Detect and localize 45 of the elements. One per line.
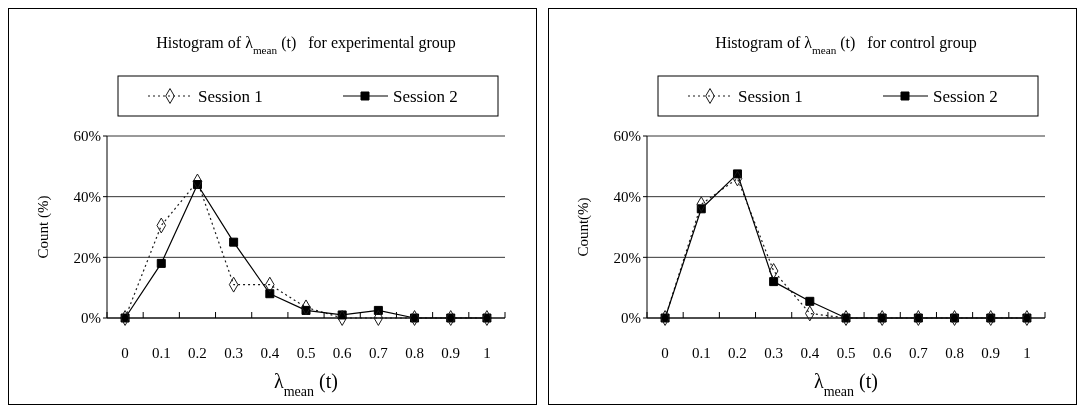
- x-tick-label: 0.2: [728, 345, 747, 361]
- x-tick-label: 0.9: [981, 345, 1001, 361]
- chart-title: Histogram of λ$_{mean}$(t) for control group: [715, 34, 977, 56]
- point: [265, 289, 275, 299]
- x-tick-label: 0.7: [368, 345, 389, 361]
- x-tick-label: 0.8: [405, 345, 424, 361]
- x-tick-label: 0.2: [188, 345, 207, 361]
- x-tick-label: 0: [661, 345, 669, 361]
- legend-label: Session 2: [393, 86, 458, 106]
- x-tick-label: 0.6: [332, 345, 353, 361]
- y-tick-label: 0%: [81, 310, 101, 327]
- x-tick-label: 0.6: [872, 345, 893, 361]
- x-tick-label: 0.3: [764, 345, 784, 361]
- legend-label: Session 1: [198, 86, 263, 106]
- y-tick-label: 60%: [613, 128, 641, 145]
- y-tick-label: 20%: [73, 249, 101, 266]
- x-axis-title: λ$_{mean}$(t): [814, 370, 878, 399]
- x-axis-title: λ$_{mean}$(t): [274, 370, 338, 399]
- x-tick-label: 0.5: [836, 345, 856, 361]
- x-tick-label: 0.4: [800, 345, 820, 361]
- x-tick-label: 0.9: [441, 345, 461, 361]
- point: [805, 296, 815, 306]
- x-tick-label: 0.3: [224, 345, 244, 361]
- x-tick-label: 1: [483, 345, 491, 361]
- y-tick-label: 40%: [73, 188, 101, 205]
- chart-title: Histogram of λ$_{mean}$(t) for experimental group: [156, 34, 456, 56]
- x-tick-label: 0: [121, 345, 129, 361]
- x-tick-label: 0.5: [296, 345, 316, 361]
- y-tick-label: 40%: [613, 188, 641, 205]
- x-tick-label: 0.8: [945, 345, 964, 361]
- legend-label: Session 1: [738, 86, 803, 106]
- y-axis-title: Count (%): [35, 195, 52, 259]
- y-tick-label: 20%: [613, 249, 641, 266]
- x-tick-label: 0.1: [151, 345, 171, 361]
- y-tick-label: 60%: [73, 128, 101, 145]
- legend-label: Session 2: [933, 86, 998, 106]
- point: [769, 277, 779, 287]
- point: [156, 258, 166, 268]
- x-tick-label: 1: [1023, 345, 1031, 361]
- point: [229, 237, 239, 247]
- x-tick-label: 0.7: [908, 345, 929, 361]
- y-tick-label: 0%: [621, 310, 641, 327]
- y-axis-title: Count(%): [575, 197, 592, 257]
- x-tick-label: 0.1: [691, 345, 711, 361]
- x-tick-label: 0.4: [260, 345, 280, 361]
